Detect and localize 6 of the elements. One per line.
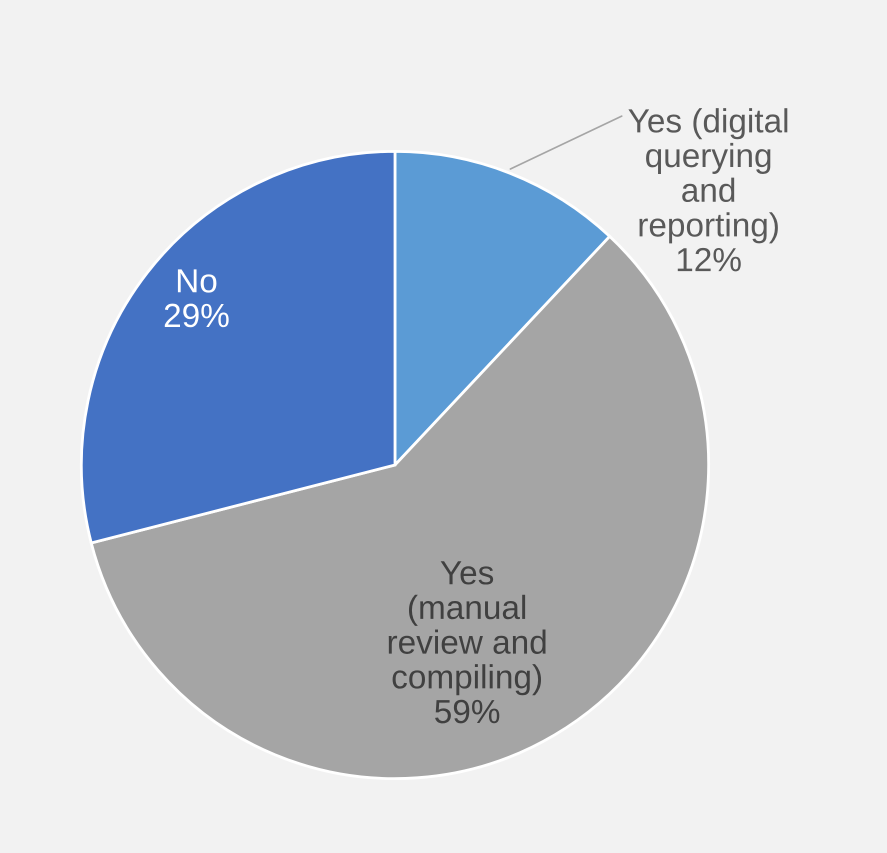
data-label: 29% bbox=[164, 304, 229, 328]
slice-label: Yes (digital querying and reporting) bbox=[628, 108, 788, 244]
data-label: 12% bbox=[678, 248, 741, 272]
slice-label: Yes (manual review and compiling) bbox=[388, 561, 546, 696]
data-label: 59% bbox=[435, 700, 500, 724]
slice-label: No bbox=[178, 269, 216, 293]
